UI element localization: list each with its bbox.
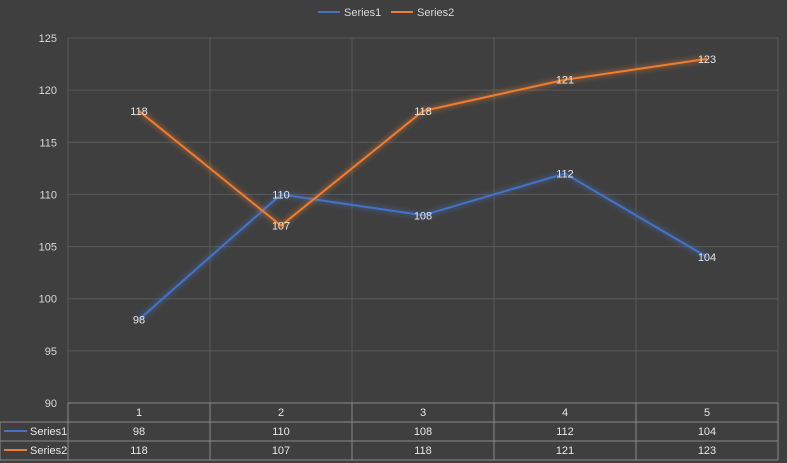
y-tick-90: 90 (45, 398, 57, 410)
x-tick-5: 5 (704, 407, 710, 419)
series-line-2 (138, 57, 708, 227)
gridlines (67, 37, 779, 403)
legend-label-1: Series1 (344, 7, 381, 19)
y-tick-125: 125 (39, 33, 57, 45)
table-cell: 98 (133, 426, 145, 438)
y-tick-95: 95 (45, 346, 57, 358)
y-tick-115: 115 (39, 137, 57, 149)
y-tick-105: 105 (39, 242, 57, 254)
table-cell: 121 (556, 445, 574, 457)
y-tick-120: 120 (39, 85, 57, 97)
data-label-s1-2: 110 (272, 189, 290, 201)
x-tick-4: 4 (562, 407, 568, 419)
x-tick-2: 2 (278, 407, 284, 419)
table-row-label-2: Series2 (30, 445, 67, 457)
y-axis: 90 95 100 105 110 115 120 125 (39, 33, 57, 410)
data-labels: 98 110 108 112 104 118 107 118 121 123 (130, 54, 716, 327)
table-cell: 123 (698, 445, 716, 457)
series-lines (138, 57, 708, 321)
x-tick-1: 1 (136, 407, 142, 419)
table-cell: 112 (556, 426, 574, 438)
data-label-s1-4: 112 (556, 169, 574, 181)
data-label-s2-3: 118 (414, 106, 432, 118)
series-line-1 (138, 172, 708, 321)
table-row-label-1: Series1 (30, 426, 67, 438)
x-tick-3: 3 (420, 407, 426, 419)
table-cell: 118 (130, 445, 148, 457)
table-cell: 110 (272, 426, 290, 438)
data-label-s1-5: 104 (698, 252, 716, 264)
data-label-s1-1: 98 (133, 315, 145, 327)
table-cell: 118 (414, 445, 432, 457)
data-label-s1-3: 108 (414, 210, 432, 222)
y-tick-110: 110 (39, 189, 57, 201)
legend: Series1 Series2 (318, 7, 454, 19)
y-tick-100: 100 (39, 294, 57, 306)
data-label-s2-2: 107 (272, 221, 290, 233)
data-label-s2-5: 123 (698, 54, 716, 66)
legend-label-2: Series2 (417, 7, 454, 19)
data-label-s2-1: 118 (130, 106, 148, 118)
table-cell: 108 (414, 426, 432, 438)
table-cell: 107 (272, 445, 290, 457)
table-cell: 104 (698, 426, 716, 438)
data-label-s2-4: 121 (556, 75, 574, 87)
